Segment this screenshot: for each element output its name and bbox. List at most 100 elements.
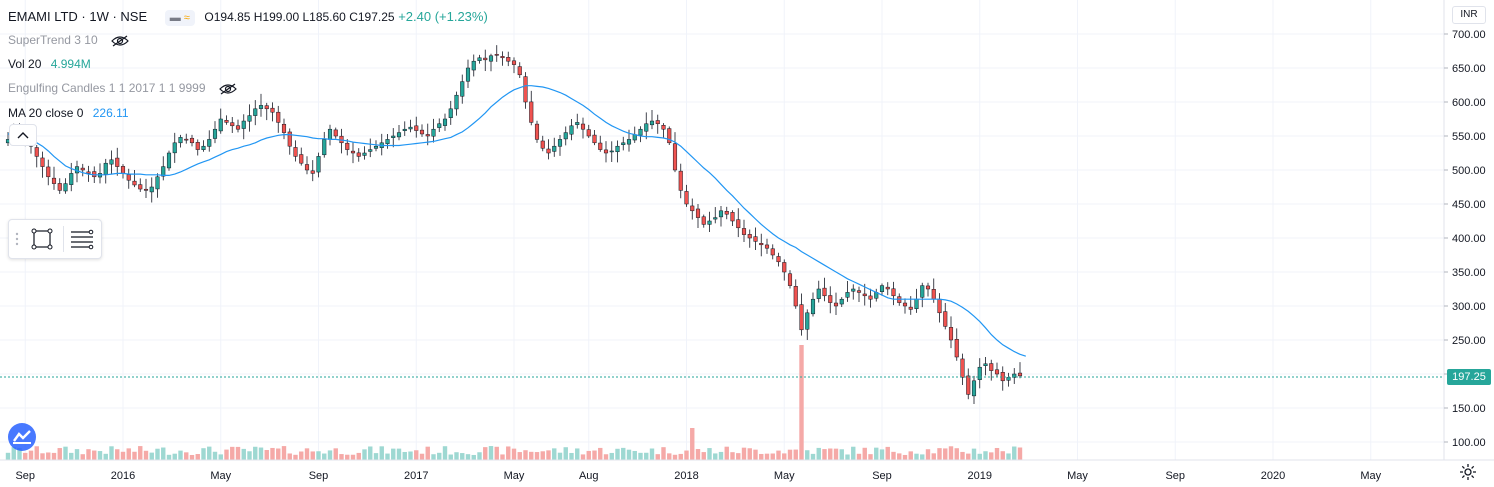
candle-body xyxy=(868,295,873,300)
candle-body xyxy=(437,123,442,128)
volume-bar xyxy=(448,454,453,460)
candle-body xyxy=(161,166,166,177)
volume-bar xyxy=(184,452,189,460)
indicator-volume[interactable]: Vol 20 4.994M xyxy=(8,57,91,71)
volume-bar xyxy=(862,447,867,460)
candle-body xyxy=(253,108,258,116)
volume-bar xyxy=(632,450,637,460)
candle-body xyxy=(856,290,862,293)
y-tick-label: 600.00 xyxy=(1452,97,1486,109)
x-tick-label: Sep xyxy=(15,470,35,482)
volume-bar xyxy=(885,446,890,460)
volume-bar xyxy=(69,452,74,460)
volume-bar xyxy=(224,449,229,460)
candle-body xyxy=(540,140,545,149)
indicator-value: 226.11 xyxy=(92,106,129,120)
volume-bar xyxy=(718,451,724,460)
volume-bar xyxy=(626,449,632,460)
volume-bar xyxy=(879,449,885,460)
candle-body xyxy=(730,212,735,222)
candle-body xyxy=(713,217,718,220)
candle-body xyxy=(69,173,74,185)
volume-bar xyxy=(97,451,103,460)
volume-bar xyxy=(281,446,287,460)
candle-body xyxy=(816,288,821,299)
indicator-supertrend[interactable]: SuperTrend 3 10 xyxy=(8,33,129,47)
volume-bar xyxy=(540,451,545,460)
candle-body xyxy=(557,139,563,147)
volume-bar xyxy=(954,448,959,460)
gear-icon[interactable] xyxy=(1459,463,1477,481)
volume-bar xyxy=(563,447,568,460)
indicator-ma[interactable]: MA 20 close 0 226.11 xyxy=(8,106,129,120)
volume-bar xyxy=(776,450,781,460)
volume-bar xyxy=(253,446,258,460)
volume-bar xyxy=(28,450,34,460)
candle-body xyxy=(609,150,614,153)
candle-body xyxy=(276,111,281,123)
candle-body xyxy=(575,122,580,125)
candle-body xyxy=(937,298,942,314)
volume-bar xyxy=(989,452,994,460)
volume-bar xyxy=(23,452,28,460)
candle-body xyxy=(810,298,816,315)
candle-body xyxy=(224,120,229,123)
volume-bar xyxy=(138,446,143,460)
candlesticks xyxy=(5,45,1023,405)
candle-body xyxy=(851,288,856,292)
candle-body xyxy=(287,131,292,147)
candle-body xyxy=(465,67,471,82)
candle-body xyxy=(172,142,177,154)
symbol-title[interactable]: EMAMI LTD · 1W · NSE xyxy=(8,9,148,24)
candle-body xyxy=(569,125,574,135)
candle-body xyxy=(793,286,798,307)
volume-bar xyxy=(57,448,62,460)
volume-bar xyxy=(270,447,275,460)
candle-body xyxy=(425,134,430,137)
volume-bar xyxy=(304,448,310,460)
candle-body xyxy=(586,129,591,137)
volume-bar xyxy=(598,447,603,460)
legend-toggle[interactable]: ▬ ≈ xyxy=(164,9,195,26)
candle-body xyxy=(638,128,643,136)
candle-body xyxy=(86,171,91,174)
tradingview-logo-icon[interactable] xyxy=(8,423,36,451)
candle-body xyxy=(736,219,741,229)
volume-bar xyxy=(63,446,68,460)
volume-bar xyxy=(132,451,137,460)
candle-body xyxy=(615,145,620,153)
rectangle-tool-icon[interactable] xyxy=(31,228,53,250)
x-tick-label: 2018 xyxy=(674,470,698,482)
lines-tool-icon[interactable] xyxy=(69,228,95,250)
candle-body xyxy=(235,125,241,130)
volume-bar xyxy=(51,452,57,460)
currency-label[interactable]: INR xyxy=(1452,6,1486,24)
drag-handle-icon[interactable] xyxy=(14,231,20,247)
symbol-legend[interactable]: EMAMI LTD · 1W · NSE ▬ ≈ O194.85 H199.00 … xyxy=(8,9,488,26)
x-tick-label: Sep xyxy=(309,470,329,482)
candle-body xyxy=(396,132,402,138)
indicator-engulfing[interactable]: Engulfing Candles 1 1 2017 1 1 9999 xyxy=(8,81,237,95)
volume-bar xyxy=(839,449,844,460)
volume-bar xyxy=(816,447,821,460)
candle-body xyxy=(201,145,206,150)
candle-body xyxy=(304,164,310,171)
volume-bar xyxy=(408,451,413,460)
candle-body xyxy=(1012,373,1017,378)
time-axis[interactable]: Sep 2016 May Sep 2017 May Aug 2018 May Sep 2019 May… xyxy=(15,470,1381,482)
collapse-legend-button[interactable] xyxy=(9,124,37,146)
candle-body xyxy=(776,256,781,263)
price-axis[interactable]: 700.00 650.00 600.00 550.00 500.00 450.00 400.… xyxy=(1444,29,1486,449)
eye-off-icon[interactable] xyxy=(218,83,237,95)
drawing-toolbox[interactable] xyxy=(8,219,102,259)
volume-bar xyxy=(287,453,292,460)
candle-body xyxy=(799,304,804,331)
volume-bar xyxy=(977,453,982,460)
candle-body xyxy=(373,145,379,149)
x-tick-label: Aug xyxy=(579,470,599,482)
candle-body xyxy=(109,159,114,165)
candle-body xyxy=(552,145,557,152)
volume-bar xyxy=(483,447,488,460)
eye-off-icon[interactable] xyxy=(111,35,129,47)
